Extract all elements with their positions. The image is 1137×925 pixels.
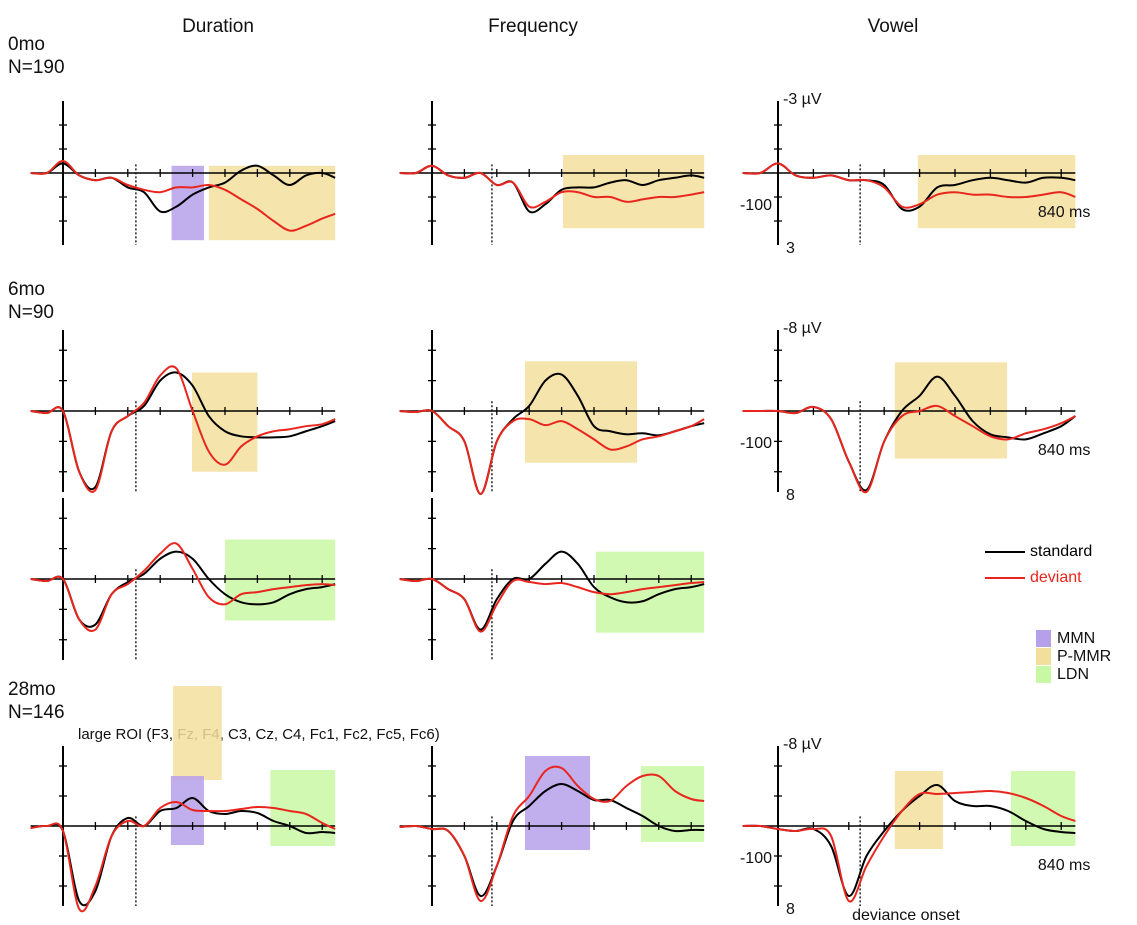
x-axis-label: -100 (740, 850, 772, 867)
component-window (595, 551, 705, 633)
onset-label: deviance onset (852, 907, 960, 924)
panel (30, 686, 336, 913)
standard-waveform (30, 371, 336, 491)
x-axis-label: 840 ms (1038, 442, 1090, 459)
x-axis-label: 840 ms (1038, 857, 1090, 874)
deviant-waveform (742, 404, 1076, 494)
legend-swatch (1036, 648, 1051, 665)
standard-waveform (30, 797, 336, 907)
x-axis-label: -100 (740, 435, 772, 452)
panel (399, 101, 705, 245)
y-axis-label: 8 (786, 901, 795, 918)
deviant-waveform (742, 162, 1076, 209)
age-label: 6mo (8, 279, 45, 300)
y-axis-label: -3 µV (783, 91, 822, 108)
component-window (917, 155, 1076, 229)
deviant-waveform (399, 164, 705, 209)
legend-label: deviant (1030, 569, 1082, 586)
component-window (1010, 771, 1076, 846)
x-axis-label: -100 (740, 197, 772, 214)
column-title: Vowel (868, 16, 919, 37)
component-window (173, 686, 222, 780)
component-window (524, 361, 638, 463)
age-label: 0mo (8, 34, 45, 55)
legend-label: MMN (1057, 630, 1095, 647)
component-window (208, 165, 336, 241)
panel (742, 746, 1076, 906)
legend-swatch (1036, 666, 1051, 683)
legend-label: standard (1030, 543, 1092, 560)
roi-label: large ROI (F3, Fz, F4, C3, Cz, C4, Fc1, … (78, 726, 440, 743)
deviant-waveform (399, 409, 705, 496)
age-label: 28mo (8, 679, 56, 700)
deviant-waveform (30, 365, 336, 493)
panel (30, 498, 336, 660)
component-window (562, 155, 705, 229)
legend-label: P-MMR (1057, 648, 1111, 665)
panel (30, 330, 336, 493)
deviant-waveform (30, 160, 336, 232)
y-axis-label: 3 (786, 240, 795, 257)
panel (399, 330, 705, 496)
column-title: Frequency (488, 16, 578, 37)
deviant-waveform (742, 789, 1076, 903)
panel (742, 101, 1076, 245)
deviant-waveform (30, 800, 336, 913)
panel (399, 498, 705, 660)
component-window (270, 770, 336, 846)
panel (399, 746, 705, 906)
deviant-waveform (399, 577, 705, 633)
component-window (225, 539, 336, 621)
panel (30, 101, 336, 245)
component-window (524, 756, 591, 850)
x-axis-label: 840 ms (1038, 204, 1090, 221)
y-axis-label: -8 µV (783, 736, 822, 753)
y-axis-label: -8 µV (783, 320, 822, 337)
legend-swatch (1036, 630, 1051, 647)
legend-label: LDN (1057, 666, 1089, 683)
panel (742, 330, 1076, 494)
deviant-waveform (30, 542, 336, 633)
deviant-waveform (399, 765, 705, 902)
n-label: N=146 (8, 702, 65, 723)
n-label: N=90 (8, 302, 54, 323)
y-axis-label: 8 (786, 487, 795, 504)
component-window (171, 165, 204, 241)
n-label: N=190 (8, 57, 65, 78)
column-title: Duration (182, 16, 254, 37)
component-window (191, 372, 258, 472)
